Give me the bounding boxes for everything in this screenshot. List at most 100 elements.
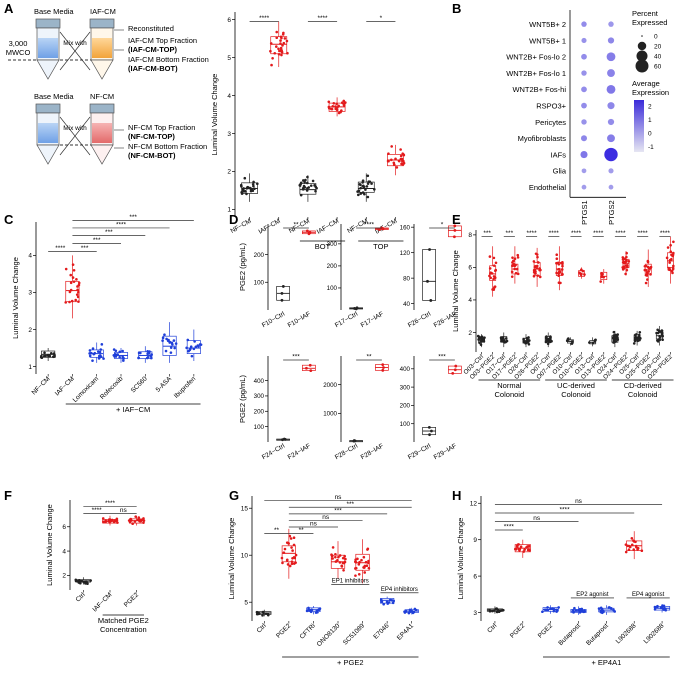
data-point (499, 336, 503, 340)
significance-label: ns (533, 515, 541, 522)
data-point (194, 345, 198, 349)
y-axis-title: Luminal Volume Change (451, 250, 460, 332)
data-point (291, 549, 294, 552)
expression-dot (607, 134, 615, 143)
panel-g-box-plot: G 5 10 15 Luminal Volume Change Ctrl PGE2 CFTRi… (227, 488, 419, 667)
box (65, 280, 80, 303)
data-point (68, 300, 71, 304)
data-point (616, 338, 620, 341)
x-tick-label: Ibuprofen (173, 375, 198, 400)
data-point (269, 42, 273, 45)
data-point (279, 42, 282, 45)
data-point (196, 344, 200, 347)
expression-dot (581, 86, 587, 93)
significance-label: *** (334, 507, 342, 514)
data-point (292, 536, 296, 539)
data-point (669, 250, 673, 253)
data-point (623, 261, 626, 265)
significance-label: *** (483, 230, 491, 237)
y-tick-label: 300 (400, 384, 411, 391)
data-point (354, 560, 357, 564)
expression-dot (608, 184, 614, 190)
data-point (599, 606, 603, 610)
data-point (536, 274, 540, 277)
row-label: Glia (553, 167, 567, 176)
data-point (632, 539, 636, 543)
data-point (367, 566, 371, 570)
data-point (309, 369, 313, 372)
data-point (367, 561, 370, 565)
data-point (454, 364, 458, 368)
data-point (275, 36, 279, 40)
data-point (593, 339, 597, 342)
data-point (283, 37, 287, 40)
data-point (361, 181, 364, 184)
y-tick-label: 9 (473, 537, 477, 544)
data-point (43, 351, 46, 355)
data-point (360, 558, 363, 562)
data-point (142, 519, 146, 522)
data-point (274, 45, 278, 48)
expression-dot (604, 147, 618, 162)
y-tick-label: 120 (400, 250, 411, 257)
x-tick-label: SC560 (130, 375, 149, 394)
panel-letter: C (4, 212, 14, 227)
legend-expr-colorbar (634, 100, 644, 152)
data-point (242, 189, 245, 192)
data-point (146, 349, 149, 353)
data-point (381, 363, 385, 366)
significance-label: *** (438, 354, 446, 361)
y-tick-label: 160 (400, 224, 411, 231)
data-point (510, 264, 514, 268)
legend-expr-tick: 1 (648, 117, 652, 124)
data-point (343, 560, 347, 564)
y-tick-label: 5 (244, 600, 248, 607)
x-tick-label: IAF−CM (91, 591, 113, 613)
data-point (544, 608, 548, 612)
data-point (532, 274, 536, 278)
data-point (522, 337, 525, 341)
y-tick-label: 10 (241, 553, 249, 560)
data-point (525, 336, 529, 340)
data-point (391, 601, 395, 605)
data-point (522, 340, 526, 344)
data-point (331, 557, 334, 560)
data-point (361, 184, 365, 188)
y-tick-label: 40 (403, 301, 410, 308)
significance-label: **** (560, 506, 571, 513)
data-point (77, 290, 80, 294)
data-point (79, 581, 82, 585)
panel-c-box-plot: C 1 2 3 4 Luminal Volume Change NF−CM IAF−CMLom… (4, 212, 203, 414)
data-point (478, 341, 481, 345)
row-label: Pericytes (535, 118, 566, 127)
data-point (633, 338, 637, 342)
y-tick-label: 2 (62, 573, 66, 580)
significance-label: **** (571, 230, 582, 237)
x-tick-label: F17−IAF (360, 311, 385, 330)
data-point (669, 243, 672, 247)
data-point (574, 609, 578, 612)
y-axis-title: Luminal Volume Change (11, 257, 20, 339)
data-point (131, 522, 134, 526)
box (422, 249, 436, 301)
significance-label: ns (310, 521, 318, 528)
significance-label: ns (120, 507, 128, 514)
data-point (352, 439, 356, 442)
x-tick-label: PGE2 (509, 622, 526, 639)
data-point (364, 188, 367, 191)
data-point (49, 351, 53, 355)
data-point (88, 354, 92, 358)
data-point (356, 557, 359, 561)
significance-label: ** (366, 354, 372, 361)
data-point (613, 335, 617, 339)
expression-dot (606, 52, 616, 62)
data-point (243, 176, 247, 180)
expression-dot (581, 53, 587, 60)
data-point (161, 339, 164, 342)
data-point (277, 47, 280, 51)
data-point (75, 278, 78, 281)
data-point (304, 178, 307, 182)
group-label: BOT (315, 242, 331, 251)
data-point (327, 100, 331, 104)
data-point (64, 301, 68, 304)
